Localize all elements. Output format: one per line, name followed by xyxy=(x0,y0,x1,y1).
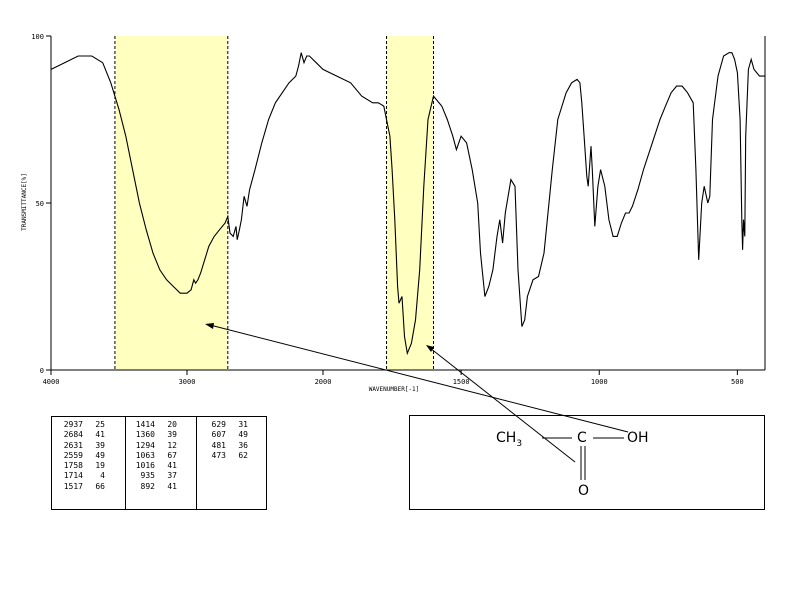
peak-table-row: 1063 67 xyxy=(125,451,177,461)
peak-table-row: 1360 39 xyxy=(125,430,177,440)
annotation-arrows xyxy=(205,323,629,463)
peak-wavenumber: 2937 xyxy=(63,420,83,429)
peak-transmittance: 37 xyxy=(167,471,177,481)
peak-transmittance: 25 xyxy=(95,420,105,429)
peak-table-row: 2684 41 xyxy=(53,430,105,440)
peak-table-row: 1294 12 xyxy=(125,441,177,451)
peak-transmittance: 39 xyxy=(167,430,177,440)
peak-wavenumber: 935 xyxy=(140,471,155,481)
peak-wavenumber: 1360 xyxy=(135,430,155,440)
structure-oh: OH xyxy=(627,430,649,446)
peak-wavenumber: 1016 xyxy=(135,461,155,471)
peak-transmittance: 66 xyxy=(95,481,105,491)
structure-c: C xyxy=(577,430,587,446)
x-tick-label: 3000 xyxy=(179,378,196,386)
peak-table-row: 892 41 xyxy=(125,482,177,492)
peak-wavenumber: 1714 xyxy=(63,471,83,481)
peak-table-divider xyxy=(125,417,126,509)
peak-transmittance: 31 xyxy=(238,420,248,429)
structure-box: CH3 C OH O xyxy=(409,415,765,510)
peak-table-row: 473 62 xyxy=(196,451,248,461)
peak-wavenumber: 1517 xyxy=(63,481,83,491)
peak-table-row: 1517 66 xyxy=(53,482,105,492)
peak-transmittance: 39 xyxy=(95,440,105,450)
peak-table-row: 629 31 xyxy=(196,420,248,430)
peak-table-row: 2937 25 xyxy=(53,420,105,430)
y-tick-label: 0 xyxy=(40,367,44,375)
peak-wavenumber: 1758 xyxy=(63,461,83,471)
peak-transmittance: 4 xyxy=(100,471,105,481)
highlight-band xyxy=(114,36,228,370)
peak-table-column: 1414 20 1360 39 1294 12 1063 67 1016 41 935 37 892 41 xyxy=(125,420,177,492)
x-ticks: 4000 3000 2000 1500 1000 500 xyxy=(43,370,744,386)
peak-transmittance: 41 xyxy=(167,461,177,471)
peak-table-column: 629 31 607 49 481 36 473 62 xyxy=(196,420,248,461)
peak-table-row: 1414 20 xyxy=(125,420,177,430)
peak-transmittance: 20 xyxy=(167,420,177,429)
peak-table-row: 1714 4 xyxy=(53,471,105,481)
y-ticks: 0 50 100 xyxy=(31,33,51,375)
x-tick-label: 1000 xyxy=(591,378,608,386)
peak-wavenumber: 2631 xyxy=(63,440,83,450)
x-tick-label: 500 xyxy=(731,378,744,386)
series-line-spectrum xyxy=(50,52,765,356)
peak-table: 2937 25 2684 41 2631 39 2559 49 1758 19 1714 4 1517 6… xyxy=(51,416,267,510)
peak-table-column: 2937 25 2684 41 2631 39 2559 49 1758 19 1714 4 1517 6… xyxy=(53,420,105,492)
peak-table-row: 481 36 xyxy=(196,441,248,451)
structure-o: O xyxy=(578,483,590,499)
arrow-co-line xyxy=(429,347,576,463)
x-tick-label: 1500 xyxy=(453,378,470,386)
peak-transmittance: 49 xyxy=(95,450,105,460)
peak-transmittance: 41 xyxy=(167,481,177,491)
peak-wavenumber: 2684 xyxy=(63,430,83,440)
peak-table-row: 935 37 xyxy=(125,471,177,481)
peak-transmittance: 62 xyxy=(238,450,248,460)
x-tick-label: 2000 xyxy=(315,378,332,386)
peak-table-row: 1758 19 xyxy=(53,461,105,471)
peak-transmittance: 67 xyxy=(167,450,177,460)
peak-transmittance: 19 xyxy=(95,461,105,471)
peak-wavenumber: 2559 xyxy=(63,450,83,460)
structure-bonds xyxy=(542,437,624,480)
peak-wavenumber: 1414 xyxy=(135,420,155,429)
y-tick-label: 100 xyxy=(31,33,44,41)
peak-transmittance: 49 xyxy=(238,430,248,440)
peak-wavenumber: 473 xyxy=(211,450,226,460)
peak-transmittance: 12 xyxy=(167,440,177,450)
peak-table-row: 2559 49 xyxy=(53,451,105,461)
arrow-oh-line xyxy=(209,324,629,433)
peak-table-row: 607 49 xyxy=(196,430,248,440)
peak-transmittance: 41 xyxy=(95,430,105,440)
peak-transmittance: 36 xyxy=(238,440,248,450)
structure-ch3: CH3 xyxy=(496,430,523,449)
peak-wavenumber: 1294 xyxy=(135,440,155,450)
peak-wavenumber: 607 xyxy=(211,430,226,440)
x-axis-label: WAVENUMBER[-1] xyxy=(369,386,420,393)
y-axis-label: TRANSMITTANCE[%] xyxy=(21,173,28,231)
peak-table-divider xyxy=(196,417,197,509)
x-tick-label: 4000 xyxy=(43,378,60,386)
arrow-co-head xyxy=(426,345,434,352)
arrow-oh-head xyxy=(205,323,214,329)
y-tick-label: 50 xyxy=(36,200,44,208)
peak-wavenumber: 1063 xyxy=(135,450,155,460)
peak-wavenumber: 892 xyxy=(140,481,155,491)
peak-wavenumber: 481 xyxy=(211,440,226,450)
peak-table-row: 2631 39 xyxy=(53,441,105,451)
peak-table-row: 1016 41 xyxy=(125,461,177,471)
highlight-bands xyxy=(114,36,434,370)
peak-wavenumber: 629 xyxy=(211,420,226,429)
